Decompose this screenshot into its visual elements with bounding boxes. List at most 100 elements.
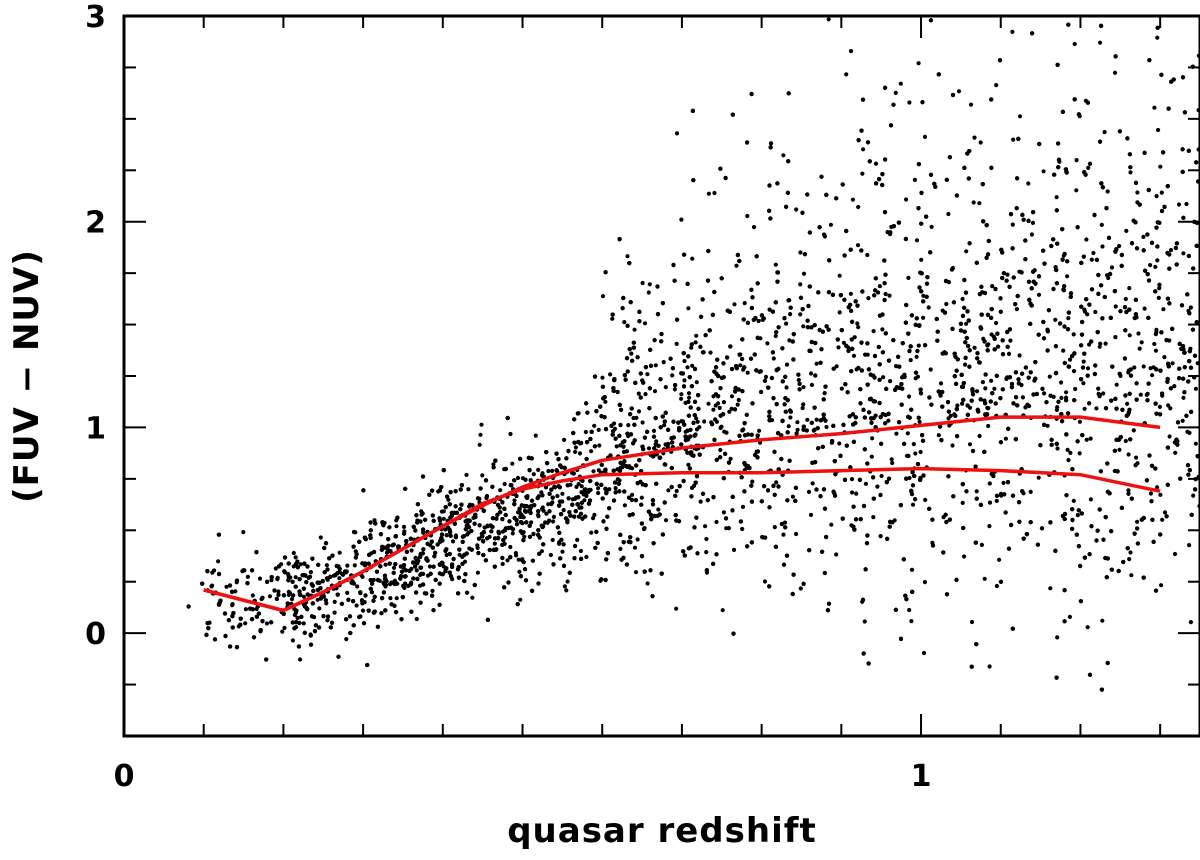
scatter-point — [605, 514, 610, 519]
scatter-point — [1162, 510, 1168, 515]
scatter-point — [1074, 188, 1079, 193]
scatter-point — [844, 72, 849, 77]
scatter-point — [1158, 492, 1163, 497]
scatter-point — [1165, 296, 1170, 301]
scatter-point — [878, 534, 883, 539]
scatter-point — [1187, 543, 1192, 548]
scatter-point — [1112, 70, 1118, 75]
scatter-point — [921, 650, 927, 656]
scatter-point — [795, 427, 800, 432]
scatter-point — [610, 316, 615, 321]
scatter-point — [1166, 106, 1171, 111]
scatter-point — [391, 542, 396, 547]
scatter-point — [1020, 489, 1025, 494]
scatter-point — [589, 530, 594, 535]
scatter-point — [372, 518, 377, 523]
scatter-point — [907, 394, 912, 399]
scatter-point — [1078, 563, 1083, 569]
scatter-point — [1153, 289, 1158, 294]
scatter-point — [1162, 355, 1167, 360]
scatter-point — [1106, 235, 1112, 240]
scatter-point — [686, 354, 691, 359]
scatter-point — [1117, 129, 1122, 134]
scatter-point — [801, 402, 806, 407]
scatter-point — [456, 591, 461, 596]
scatter-point — [987, 524, 992, 529]
scatter-point — [653, 363, 658, 368]
scatter-point — [1123, 393, 1128, 398]
scatter-point — [852, 335, 857, 340]
scatter-point — [1054, 195, 1059, 200]
scatter-point — [1173, 450, 1178, 455]
scatter-point — [994, 498, 999, 503]
scatter-point — [1084, 237, 1089, 242]
scatter-point — [787, 338, 792, 343]
scatter-point — [861, 147, 866, 152]
scatter-point — [829, 522, 834, 527]
scatter-point — [1053, 344, 1058, 349]
scatter-point — [734, 263, 739, 268]
scatter-point — [856, 204, 861, 210]
scatter-point — [267, 594, 273, 599]
scatter-point — [475, 570, 480, 575]
scatter-point — [1030, 220, 1035, 225]
scatter-point — [301, 594, 306, 599]
scatter-point — [950, 326, 955, 331]
scatter-point — [505, 415, 510, 421]
scatter-point — [595, 540, 600, 546]
scatter-point — [1188, 620, 1193, 625]
scatter-point — [399, 617, 404, 622]
scatter-point — [712, 437, 717, 442]
scatter-point — [745, 544, 750, 549]
scatter-point — [749, 91, 754, 97]
scatter-point — [988, 399, 993, 404]
scatter-point — [909, 492, 915, 497]
scatter-point — [783, 409, 788, 414]
scatter-point — [317, 625, 322, 630]
scatter-point — [431, 518, 436, 523]
scatter-point — [1088, 497, 1093, 502]
scatter-point — [859, 248, 864, 253]
scatter-point — [1071, 498, 1076, 503]
scatter-point — [749, 305, 755, 311]
scatter-point — [735, 402, 740, 407]
scatter-point — [718, 447, 723, 453]
scatter-point — [908, 358, 913, 363]
scatter-point — [1127, 333, 1132, 338]
scatter-point — [648, 512, 654, 518]
scatter-point — [624, 356, 630, 361]
scatter-point — [446, 497, 451, 502]
scatter-point — [928, 367, 933, 372]
scatter-point — [409, 548, 414, 553]
scatter-point — [579, 484, 584, 489]
scatter-point — [622, 503, 628, 508]
scatter-point — [808, 371, 814, 376]
scatter-point — [962, 554, 967, 559]
scatter-point — [706, 191, 712, 196]
scatter-point — [337, 576, 342, 581]
scatter-point — [1085, 625, 1090, 630]
scatter-point — [810, 481, 815, 486]
scatter-point — [1157, 404, 1162, 409]
scatter-point — [865, 352, 870, 357]
scatter-point — [489, 529, 494, 534]
scatter-point — [1007, 284, 1012, 289]
scatter-point — [308, 570, 313, 575]
scatter-point — [330, 553, 335, 558]
scatter-point — [282, 625, 287, 631]
scatter-point — [795, 420, 800, 425]
scatter-point — [700, 491, 706, 496]
scatter-point — [578, 548, 584, 554]
scatter-point — [1070, 517, 1075, 523]
scatter-point — [776, 325, 781, 330]
scatter-point — [1051, 237, 1056, 242]
scatter-point — [679, 392, 684, 397]
scatter-point — [978, 140, 983, 145]
scatter-point — [529, 498, 535, 503]
scatter-point — [216, 559, 221, 564]
scatter-point — [1036, 475, 1041, 480]
scatter-point — [666, 427, 671, 432]
scatter-point — [354, 603, 359, 608]
scatter-point — [740, 337, 745, 342]
scatter-point — [1077, 419, 1082, 424]
